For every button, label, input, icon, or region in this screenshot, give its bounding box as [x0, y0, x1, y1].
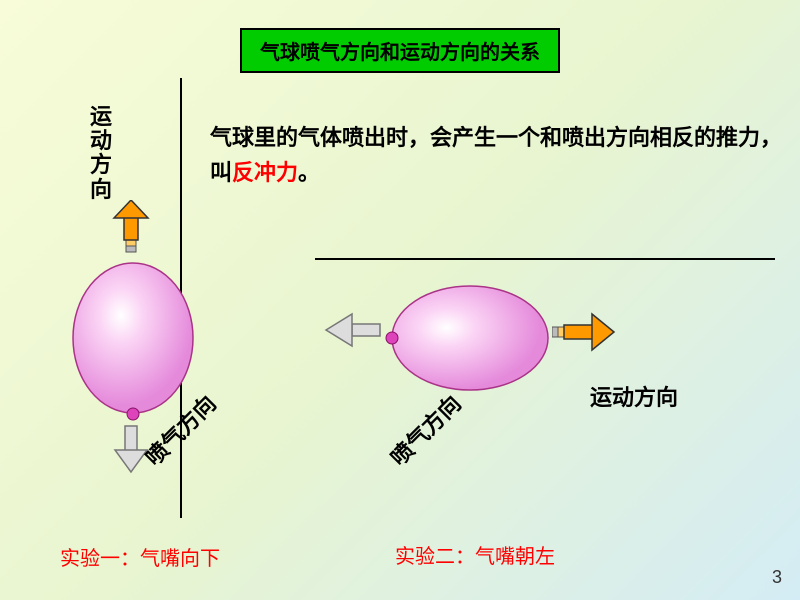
exp2-balloon [380, 278, 540, 388]
exp1-caption: 实验一：气嘴向下 [60, 542, 220, 571]
title-text: 气球喷气方向和运动方向的关系 [260, 42, 540, 64]
exp1-motion-label: 运动方向 [90, 105, 114, 202]
exp2-caption: 实验二：气嘴朝左 [395, 540, 555, 569]
main-text: 气球里的气体喷出时，会产生一个和喷出方向相反的推力，叫反冲力。 [210, 120, 800, 190]
exp2-motion-label: 运动方向 [590, 380, 678, 412]
exp2-jet-label: 喷气方向 [382, 387, 467, 472]
title-box: 气球喷气方向和运动方向的关系 [240, 28, 560, 73]
exp2-jet-arrow [322, 312, 384, 353]
exp1-balloon [68, 258, 198, 418]
exp2-motion-arrow [552, 312, 618, 357]
exp2-guideline [315, 258, 775, 260]
main-text-red: 反冲力 [232, 160, 298, 185]
page-number: 3 [772, 567, 782, 588]
main-text-part2: 。 [298, 160, 320, 185]
exp1-motion-arrow [110, 200, 152, 267]
